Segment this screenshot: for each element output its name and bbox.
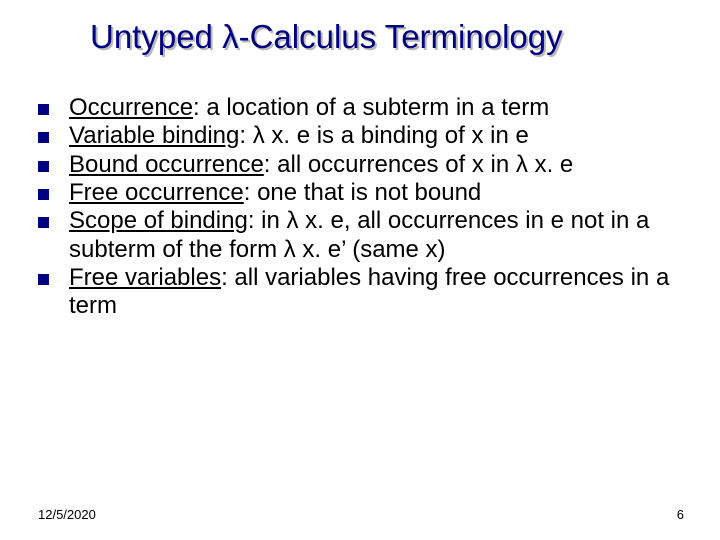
- term: Free variables: [69, 264, 221, 291]
- lambda: λ: [253, 122, 265, 149]
- slide-body: Occurrence: a location of a subterm in a…: [36, 94, 690, 321]
- list-item-text: Occurrence: a location of a subterm in a…: [69, 94, 690, 122]
- footer-date: 12/5/2020: [38, 507, 96, 522]
- def: :: [239, 122, 252, 149]
- def-tail: x. e is a binding of x in e: [265, 122, 529, 149]
- list-item: Free variables: all variables having fre…: [36, 264, 690, 321]
- list-item: Scope of binding: in λ x. e, all occurre…: [36, 207, 690, 264]
- lambda: λ: [287, 207, 299, 234]
- list-item-text: Free variables: all variables having fre…: [69, 264, 690, 321]
- slide-title: Untyped λ-Calculus Terminology: [90, 18, 680, 56]
- list-item-text: Variable binding: λ x. e is a binding of…: [69, 122, 690, 150]
- def-tail: x. e: [528, 151, 573, 178]
- list-item: Bound occurrence: all occurrences of x i…: [36, 151, 690, 179]
- slide: Untyped λ-Calculus Terminology Untyped λ…: [0, 0, 720, 540]
- bullet-icon: [38, 104, 49, 115]
- def: : in: [248, 207, 287, 234]
- term: Free occurrence: [69, 179, 244, 206]
- lambda: λ: [284, 236, 296, 263]
- list-item: Variable binding: λ x. e is a binding of…: [36, 122, 690, 150]
- def: : all occurrences of x in: [264, 151, 516, 178]
- def: : one that is not bound: [244, 179, 482, 206]
- bullet-icon: [38, 274, 49, 285]
- term: Occurrence: [69, 94, 193, 121]
- term: Variable binding: [69, 122, 239, 149]
- lambda: λ: [516, 151, 528, 178]
- bullet-icon: [38, 217, 49, 228]
- list-item-text: Free occurrence: one that is not bound: [69, 179, 690, 207]
- title-post: -Calculus Terminology: [239, 18, 563, 55]
- list-item-text: Scope of binding: in λ x. e, all occurre…: [69, 207, 690, 264]
- list-item: Occurrence: a location of a subterm in a…: [36, 94, 690, 122]
- bullet-icon: [38, 132, 49, 143]
- list-item: Free occurrence: one that is not bound: [36, 179, 690, 207]
- bullet-icon: [38, 189, 49, 200]
- footer-page-number: 6: [677, 507, 684, 522]
- title-lambda: λ: [222, 18, 239, 55]
- term: Scope of binding: [69, 207, 248, 234]
- title-pre: Untyped: [90, 18, 222, 55]
- list-item-text: Bound occurrence: all occurrences of x i…: [69, 151, 690, 179]
- bullet-icon: [38, 161, 49, 172]
- def: : a location of a subterm in a term: [193, 94, 549, 121]
- term: Bound occurrence: [69, 151, 264, 178]
- def-tail: x. e’ (same x): [296, 236, 446, 263]
